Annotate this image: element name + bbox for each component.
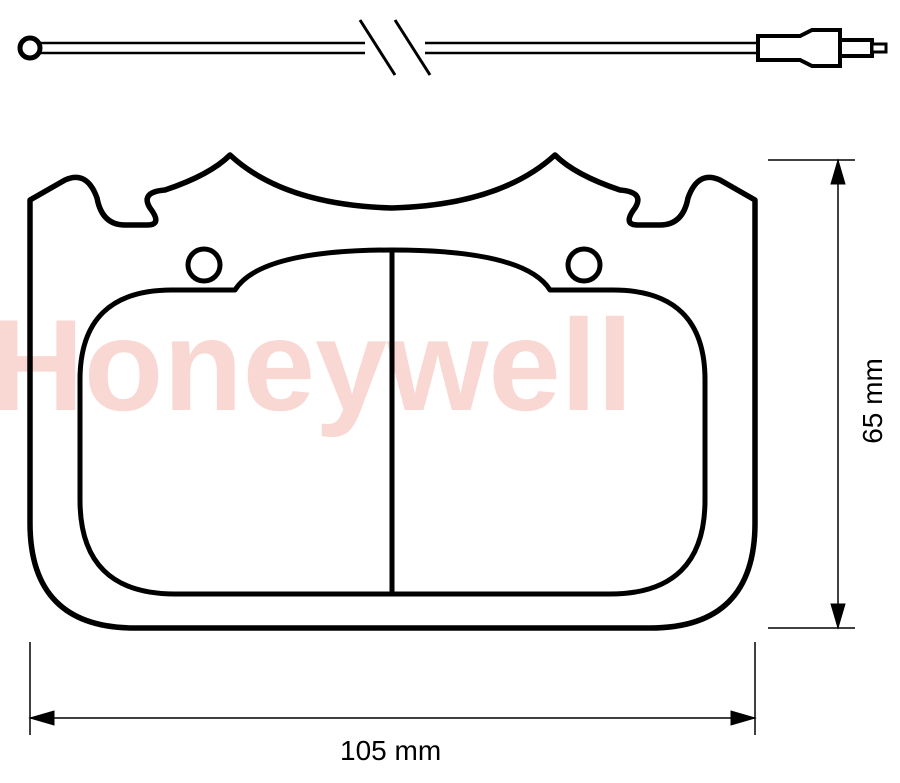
wear-sensor <box>20 20 886 75</box>
dim-width-label: 105 mm <box>340 735 441 767</box>
diagram-canvas: Honeywell <box>0 0 900 783</box>
dimension-width <box>30 642 755 735</box>
hole-left <box>188 249 220 281</box>
dim-height-label: 65 mm <box>857 358 889 444</box>
dimension-height <box>768 160 855 628</box>
diagram-svg <box>0 0 900 783</box>
hole-right <box>568 249 600 281</box>
friction-pad-outline <box>80 250 705 594</box>
